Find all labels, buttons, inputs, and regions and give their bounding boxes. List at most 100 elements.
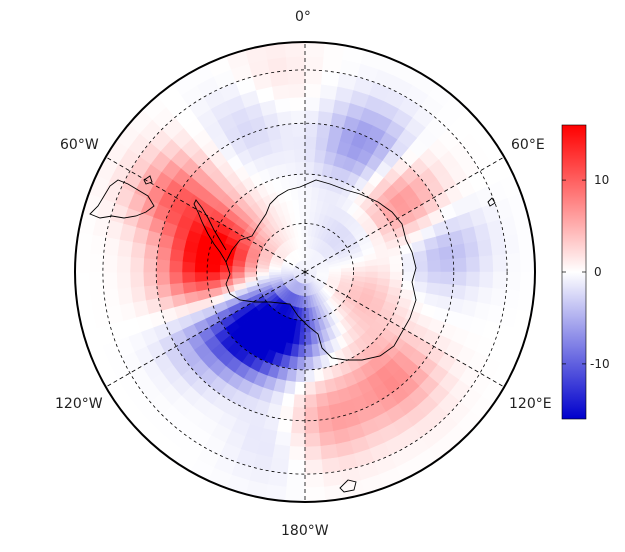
field-cell — [288, 83, 306, 98]
meridian-line — [304, 271, 505, 388]
field-cell — [293, 381, 306, 396]
field-cell — [129, 256, 145, 273]
field-cell — [102, 254, 118, 273]
field-cell — [314, 380, 327, 395]
field-cell — [465, 256, 481, 273]
field-cell — [181, 271, 196, 284]
coastline — [89, 175, 496, 493]
field-cell — [271, 444, 291, 461]
latitude-circle — [256, 223, 354, 321]
field-cell — [304, 381, 317, 396]
field-cell — [269, 70, 289, 87]
field-cell — [452, 257, 468, 273]
field-cell — [292, 394, 306, 409]
field-cell — [440, 271, 455, 286]
field-cell — [290, 419, 306, 435]
field-cell — [438, 245, 454, 261]
lon-label-upper-left: 60°W — [60, 137, 99, 153]
field-cell — [389, 263, 404, 273]
field-cell — [276, 418, 293, 434]
field-cell — [452, 271, 468, 287]
field-cell — [317, 418, 334, 434]
field-cell — [75, 251, 91, 273]
field-cell — [304, 173, 314, 188]
field-cell — [116, 255, 131, 273]
field-cell — [490, 288, 507, 308]
field-cell — [88, 271, 104, 292]
field-cell — [402, 262, 416, 273]
meridian-line — [304, 156, 505, 273]
field-cell — [427, 271, 442, 285]
lon-label-top: 0° — [295, 9, 311, 25]
field-cell — [194, 262, 208, 273]
field-cell — [292, 135, 306, 150]
field-cell — [194, 280, 209, 292]
field-cell — [304, 55, 325, 71]
field-cell — [169, 282, 185, 296]
field-cell — [319, 83, 339, 100]
field-cell — [206, 271, 221, 281]
field-cell — [304, 369, 315, 383]
field-cell — [316, 405, 332, 421]
field-cell — [291, 122, 306, 137]
field-cell — [274, 97, 292, 113]
field-cell — [103, 288, 120, 308]
field-cell — [304, 161, 315, 175]
field-cell — [319, 444, 339, 461]
field-cell — [519, 271, 535, 293]
field-cell — [155, 271, 170, 286]
field-cell — [490, 236, 507, 256]
meridian-line — [105, 271, 306, 388]
field-cell — [304, 96, 321, 112]
field-cell — [289, 96, 306, 112]
latitude-circle — [102, 69, 508, 475]
field-cell — [287, 69, 306, 85]
field-cell — [304, 356, 314, 371]
field-cell — [288, 446, 306, 461]
field-cell — [318, 97, 336, 113]
antarctica-coastline — [225, 179, 417, 361]
field-cell — [295, 369, 306, 383]
field-cell — [340, 267, 354, 273]
field-cell — [300, 223, 306, 237]
field-cell — [281, 136, 295, 152]
field-cell — [276, 110, 293, 126]
field-cell — [103, 236, 120, 256]
field-cell — [465, 271, 481, 288]
field-cell — [365, 265, 379, 273]
lon-label-lower-right: 120°E — [509, 396, 552, 412]
field-cell — [75, 271, 91, 293]
field-cell — [304, 459, 323, 475]
field-cell — [304, 83, 322, 98]
field-cell — [479, 271, 494, 289]
field-cell — [304, 432, 321, 448]
field-cell — [142, 257, 158, 273]
field-cell — [206, 263, 221, 273]
field-cell — [256, 271, 270, 277]
field-cell — [304, 473, 325, 489]
field-cell — [506, 271, 522, 292]
field-cell — [285, 473, 306, 489]
field-cell — [130, 241, 146, 259]
field-cell — [295, 161, 306, 175]
field-cell — [304, 332, 312, 346]
field-cell — [315, 392, 329, 408]
colorbar-tick-label-10: 10 — [594, 173, 610, 187]
field-cell — [290, 109, 306, 125]
field-cell — [130, 285, 146, 303]
field-cell — [231, 271, 245, 279]
kerguelen-island-coastline — [487, 197, 496, 207]
field-cell — [287, 459, 306, 475]
field-cell — [285, 161, 297, 176]
field-cell — [317, 110, 334, 126]
field-cell — [304, 446, 322, 461]
field-cell — [304, 320, 311, 334]
lon-label-bottom: 180°W — [281, 523, 329, 539]
field-cell — [519, 251, 535, 273]
field-cell — [283, 149, 296, 164]
field-cell — [299, 210, 306, 224]
field-cell — [304, 344, 313, 358]
graticule — [102, 42, 508, 502]
field-cell — [304, 486, 326, 502]
